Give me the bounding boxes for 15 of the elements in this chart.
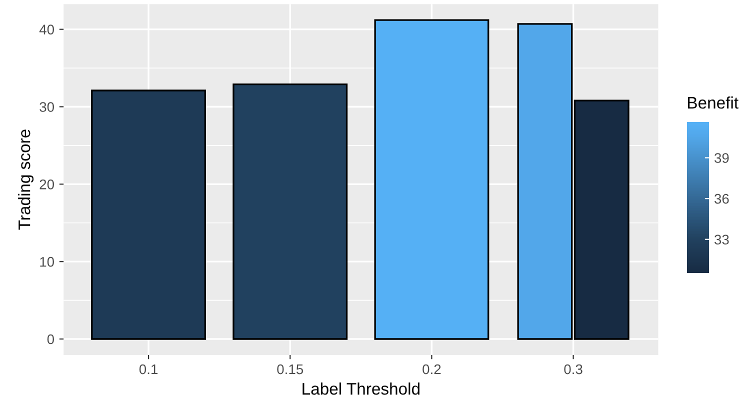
y-tick-label: 20 (40, 180, 54, 190)
y-tick-label: 10 (40, 256, 54, 267)
x-tick-label: 0.1 (139, 364, 158, 374)
x-tick-label: 0.3 (564, 364, 582, 374)
y-tick-label: 40 (39, 24, 54, 34)
color-bar-label: 36 (714, 194, 729, 204)
color-bar-label: 39 (714, 153, 729, 163)
x-axis-title: Label Threshold (302, 382, 420, 395)
color-bar-label: 33 (714, 234, 729, 245)
x-tick-label: 0.2 (422, 364, 441, 374)
x-tick-label: 0.15 (277, 364, 304, 374)
y-axis-title: Trading score (18, 130, 34, 230)
color-bar-title: Benefit (688, 96, 738, 109)
y-tick-label: 0 (47, 334, 54, 344)
y-tick-label: 30 (40, 102, 54, 112)
